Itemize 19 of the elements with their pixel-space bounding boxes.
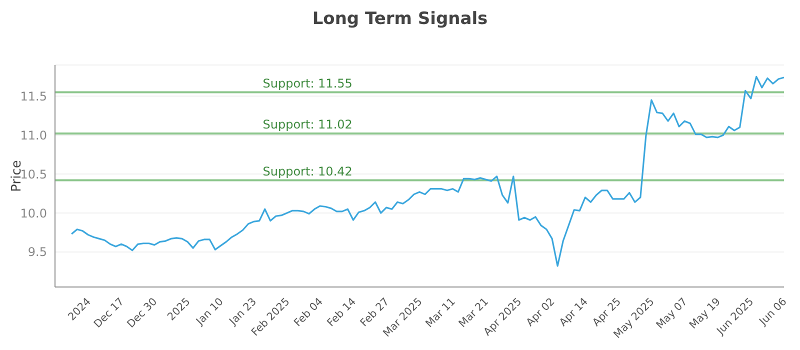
x-tick-label: Jan 10 [193,296,226,328]
y-tick-label: 10.5 [20,167,47,182]
ref-line-label: Support: 10.42 [262,164,352,178]
x-tick-label: Jun 06 [756,296,790,328]
y-tick-label: 9.5 [28,245,47,260]
x-tick-label: Apr 14 [557,296,591,329]
x-tick-label: Apr 02 [524,296,558,329]
y-tick-label: 11.0 [20,128,47,142]
chart-title: Long Term Signals [311,8,489,31]
x-tick-label: Dec 30 [124,296,160,330]
x-tick-label: Dec 17 [92,296,126,330]
line-series [70,76,784,267]
x-tick-label: Feb 14 [325,296,359,330]
ref-line-label: Support: 11.02 [262,118,352,132]
ref-line-label: Support: 11.55 [262,76,352,90]
y-tick-label: 10.0 [20,206,47,220]
x-tick-label: Mar 11 [424,296,458,330]
x-tick-label: Feb 04 [292,296,326,330]
y-tick-label: 11.5 [20,89,47,104]
